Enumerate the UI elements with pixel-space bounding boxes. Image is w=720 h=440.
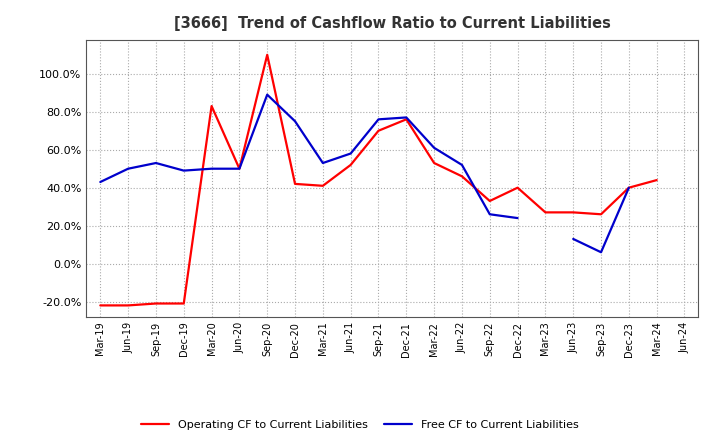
Operating CF to Current Liabilities xyxy=(402,117,410,122)
Legend: Operating CF to Current Liabilities, Free CF to Current Liabilities: Operating CF to Current Liabilities, Fre… xyxy=(137,415,583,434)
Free CF to Current Liabilities xyxy=(430,145,438,150)
Operating CF to Current Liabilities xyxy=(374,128,383,133)
Title: [3666]  Trend of Cashflow Ratio to Current Liabilities: [3666] Trend of Cashflow Ratio to Curren… xyxy=(174,16,611,32)
Operating CF to Current Liabilities xyxy=(346,162,355,168)
Operating CF to Current Liabilities xyxy=(96,303,104,308)
Free CF to Current Liabilities xyxy=(513,216,522,221)
Operating CF to Current Liabilities xyxy=(291,181,300,187)
Operating CF to Current Liabilities xyxy=(318,183,327,188)
Line: Free CF to Current Liabilities: Free CF to Current Liabilities xyxy=(100,95,518,218)
Free CF to Current Liabilities xyxy=(318,160,327,165)
Line: Operating CF to Current Liabilities: Operating CF to Current Liabilities xyxy=(100,55,657,305)
Operating CF to Current Liabilities xyxy=(458,174,467,179)
Free CF to Current Liabilities xyxy=(402,115,410,120)
Free CF to Current Liabilities xyxy=(291,119,300,124)
Free CF to Current Liabilities xyxy=(207,166,216,171)
Free CF to Current Liabilities xyxy=(96,180,104,185)
Free CF to Current Liabilities xyxy=(179,168,188,173)
Operating CF to Current Liabilities xyxy=(624,185,633,191)
Free CF to Current Liabilities xyxy=(374,117,383,122)
Operating CF to Current Liabilities xyxy=(597,212,606,217)
Operating CF to Current Liabilities xyxy=(235,166,243,171)
Operating CF to Current Liabilities xyxy=(430,160,438,165)
Operating CF to Current Liabilities xyxy=(485,198,494,204)
Operating CF to Current Liabilities xyxy=(513,185,522,191)
Operating CF to Current Liabilities xyxy=(263,52,271,58)
Free CF to Current Liabilities xyxy=(152,160,161,165)
Operating CF to Current Liabilities xyxy=(652,177,661,183)
Free CF to Current Liabilities xyxy=(263,92,271,97)
Operating CF to Current Liabilities xyxy=(124,303,132,308)
Operating CF to Current Liabilities xyxy=(207,103,216,109)
Free CF to Current Liabilities xyxy=(235,166,243,171)
Free CF to Current Liabilities xyxy=(346,151,355,156)
Operating CF to Current Liabilities xyxy=(541,210,550,215)
Operating CF to Current Liabilities xyxy=(152,301,161,306)
Free CF to Current Liabilities xyxy=(458,162,467,168)
Free CF to Current Liabilities xyxy=(485,212,494,217)
Free CF to Current Liabilities xyxy=(124,166,132,171)
Operating CF to Current Liabilities xyxy=(569,210,577,215)
Operating CF to Current Liabilities xyxy=(179,301,188,306)
